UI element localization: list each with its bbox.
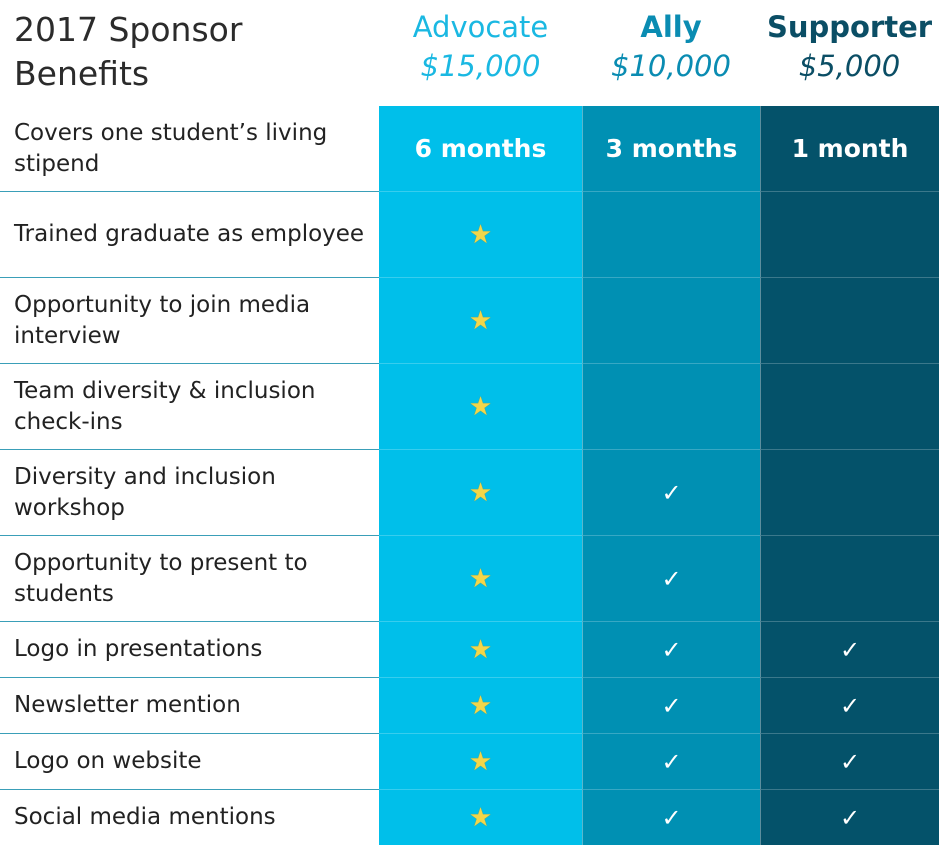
tier-price: $10,000 (611, 49, 731, 83)
supporter-cell: ✓ (760, 789, 939, 845)
table-row: Diversity and inclusion workshop ★ ✓ (0, 449, 939, 535)
ally-cell: ✓ (582, 449, 760, 535)
supporter-cell: 1 month (760, 106, 939, 191)
benefit-label: Diversity and inclusion workshop (0, 449, 379, 535)
benefit-label: Opportunity to present to students (0, 535, 379, 621)
supporter-cell (760, 363, 939, 449)
star-icon: ★ (468, 690, 493, 721)
ally-cell: 3 months (582, 106, 760, 191)
star-icon: ★ (468, 802, 493, 833)
stipend-duration: 6 months (414, 134, 547, 163)
tier-price: $5,000 (798, 49, 901, 83)
tier-header-ally: Ally $10,000 (582, 8, 760, 86)
tier-name: Advocate (412, 10, 549, 44)
check-icon: ✓ (661, 803, 682, 832)
advocate-cell: ★ (379, 677, 582, 733)
table-row: Newsletter mention ★ ✓ ✓ (0, 677, 939, 733)
advocate-cell: ★ (379, 191, 582, 277)
benefits-table: Covers one student’s living stipend 6 mo… (0, 106, 939, 845)
ally-cell: ✓ (582, 677, 760, 733)
supporter-cell (760, 535, 939, 621)
table-row-stipend: Covers one student’s living stipend 6 mo… (0, 106, 939, 191)
check-icon: ✓ (839, 691, 861, 720)
table-row: Opportunity to join media interview ★ (0, 277, 939, 363)
table-row: Opportunity to present to students ★ ✓ (0, 535, 939, 621)
stipend-duration: 1 month (791, 134, 909, 163)
star-icon: ★ (468, 391, 493, 422)
table-row: Social media mentions ★ ✓ ✓ (0, 789, 939, 845)
check-icon: ✓ (839, 803, 861, 832)
check-icon: ✓ (661, 747, 682, 776)
star-icon: ★ (468, 746, 493, 777)
stipend-duration: 3 months (605, 134, 738, 163)
star-icon: ★ (468, 305, 493, 336)
ally-cell: ✓ (582, 733, 760, 789)
tier-name: Ally (640, 10, 702, 44)
supporter-cell (760, 277, 939, 363)
benefit-label: Opportunity to join media interview (0, 277, 379, 363)
benefit-label: Logo on website (0, 733, 379, 789)
benefit-label: Team diversity & inclusion check-ins (0, 363, 379, 449)
advocate-cell: ★ (379, 363, 582, 449)
tier-price: $15,000 (420, 49, 541, 83)
ally-cell: ✓ (582, 789, 760, 845)
star-icon: ★ (468, 219, 493, 250)
advocate-cell: ★ (379, 733, 582, 789)
supporter-cell (760, 449, 939, 535)
ally-cell (582, 191, 760, 277)
advocate-cell: ★ (379, 449, 582, 535)
star-icon: ★ (468, 563, 493, 594)
benefit-label: Covers one student’s living stipend (14, 119, 328, 177)
table-row: Logo on website ★ ✓ ✓ (0, 733, 939, 789)
ally-cell: ✓ (582, 621, 760, 677)
advocate-cell: 6 months (379, 106, 582, 191)
tier-header-advocate: Advocate $15,000 (379, 8, 582, 86)
benefit-label: Social media mentions (0, 789, 379, 845)
ally-cell (582, 277, 760, 363)
check-icon: ✓ (839, 635, 861, 664)
advocate-cell: ★ (379, 789, 582, 845)
advocate-cell: ★ (379, 277, 582, 363)
star-icon: ★ (468, 634, 493, 665)
check-icon: ✓ (839, 747, 861, 776)
check-icon: ✓ (661, 478, 682, 507)
tier-header-supporter: Supporter $5,000 (760, 8, 939, 86)
advocate-cell: ★ (379, 535, 582, 621)
check-icon: ✓ (661, 635, 682, 664)
benefit-label: Logo in presentations (0, 621, 379, 677)
table-row: Trained graduate as employee ★ (0, 191, 939, 277)
supporter-cell: ✓ (760, 621, 939, 677)
table-row: Team diversity & inclusion check-ins ★ (0, 363, 939, 449)
supporter-cell: ✓ (760, 733, 939, 789)
supporter-cell: ✓ (760, 677, 939, 733)
star-icon: ★ (468, 477, 493, 508)
ally-cell (582, 363, 760, 449)
tier-name: Supporter (766, 10, 933, 44)
page-title: 2017 Sponsor Benefits (14, 10, 243, 93)
benefit-label: Newsletter mention (0, 677, 379, 733)
table-row: Logo in presentations ★ ✓ ✓ (0, 621, 939, 677)
check-icon: ✓ (661, 691, 682, 720)
supporter-cell (760, 191, 939, 277)
ally-cell: ✓ (582, 535, 760, 621)
benefit-label: Trained graduate as employee (0, 191, 379, 277)
check-icon: ✓ (661, 564, 682, 593)
advocate-cell: ★ (379, 621, 582, 677)
